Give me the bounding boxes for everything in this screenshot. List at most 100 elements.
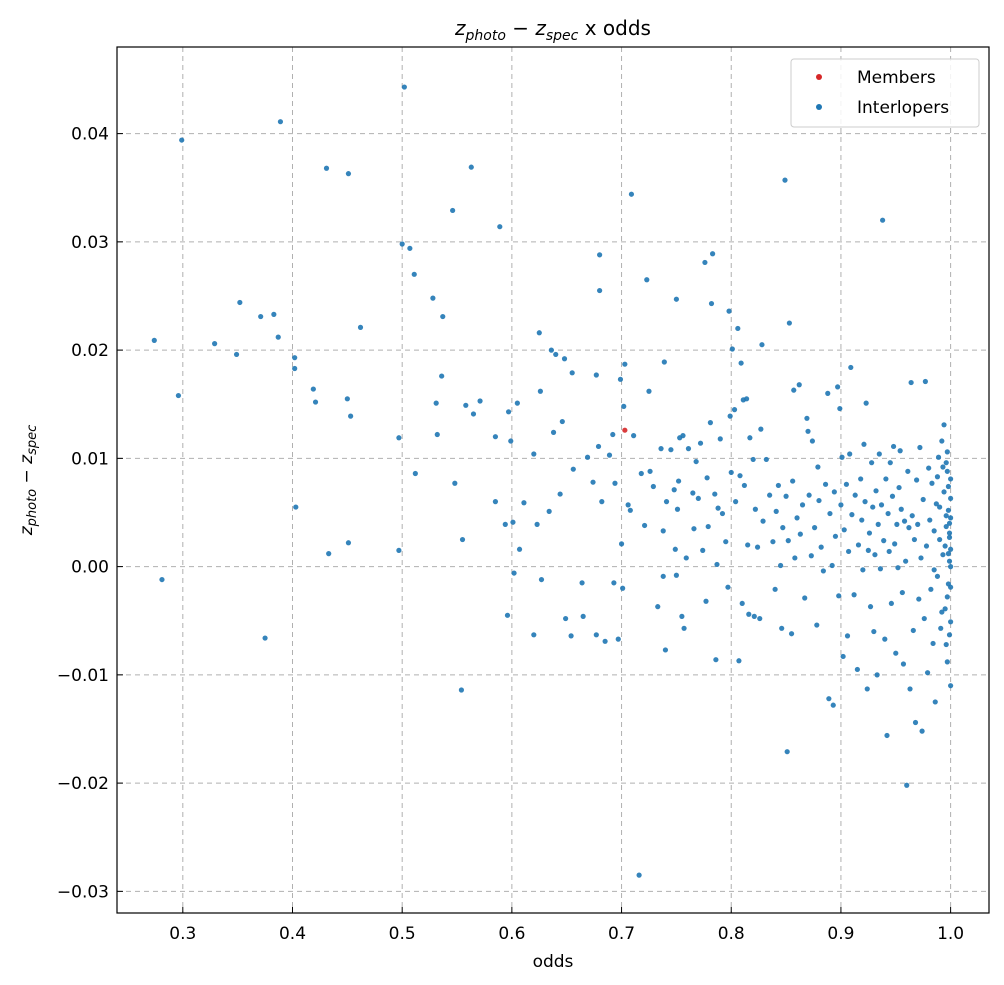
point-interlopers [939, 438, 945, 444]
point-interlopers [708, 300, 715, 307]
point-interlopers [924, 670, 931, 676]
point-interlopers [941, 422, 947, 428]
point-interlopers [875, 521, 881, 527]
point-interlopers [568, 633, 574, 639]
point-interlopers [737, 473, 743, 479]
point-interlopers [872, 552, 878, 558]
point-interlopers [946, 558, 953, 564]
point-interlopers [940, 552, 946, 558]
point-interlopers [731, 407, 738, 413]
point-interlopers [293, 504, 299, 510]
point-interlopers [948, 683, 954, 689]
point-interlopers [763, 456, 769, 463]
point-interlopers [848, 364, 854, 371]
x-tick-label: 0.3 [169, 924, 196, 944]
axis-ticks: 0.3 0.4 0.5 0.6 0.7 0.8 0.9 1.0 −0.03 −0.02 −0.01 0… [57, 125, 964, 944]
point-interlopers [820, 568, 826, 574]
point-interlopers [785, 538, 791, 544]
point-interlopers [159, 576, 165, 583]
point-interlopers [628, 191, 635, 197]
point-interlopers [516, 546, 523, 552]
point-interlopers [826, 696, 832, 702]
point-interlopers [735, 325, 741, 332]
point-interlopers [831, 489, 837, 495]
x-tick-label: 0.5 [389, 924, 416, 944]
point-interlopers [663, 499, 670, 505]
point-interlopers [912, 719, 919, 726]
point-interlopers [714, 561, 720, 568]
point-interlopers [672, 546, 678, 552]
point-interlopers [504, 612, 511, 618]
point-interlopers [867, 604, 874, 610]
point-interlopers [450, 207, 456, 214]
point-interlopers [715, 505, 721, 511]
point-interlopers [258, 313, 264, 320]
point-interlopers [510, 519, 516, 525]
point-interlopers [911, 536, 918, 543]
legend: Members Interlopers [790, 58, 980, 128]
point-interlopers [878, 502, 885, 508]
point-interlopers [612, 480, 618, 486]
point-interlopers [886, 548, 892, 555]
point-interlopers [864, 686, 870, 692]
grid [117, 47, 989, 913]
point-interlopers [736, 658, 742, 664]
point-interlopers [344, 396, 350, 402]
point-interlopers [946, 520, 953, 526]
data-points [151, 84, 954, 878]
point-interlopers [345, 540, 352, 546]
point-interlopers [909, 513, 915, 519]
point-interlopers [837, 405, 843, 412]
point-interlopers [550, 429, 557, 435]
point-interlopers [407, 245, 413, 251]
plot-frame [116, 46, 990, 914]
point-interlopers [799, 502, 806, 508]
point-interlopers [695, 495, 701, 502]
point-interlopers [890, 443, 897, 450]
point-interlopers [357, 324, 364, 330]
point-interlopers [910, 627, 916, 634]
point-interlopers [459, 536, 466, 543]
point-interlopers [838, 502, 844, 508]
point-interlopers [292, 355, 298, 361]
point-interlopers [747, 435, 753, 441]
point-interlopers [323, 165, 330, 171]
x-tick-label: 1.0 [937, 924, 964, 944]
point-interlopers [944, 449, 950, 455]
legend-label-interlopers: Interlopers [857, 98, 949, 118]
point-interlopers [897, 448, 903, 454]
point-interlopers [514, 400, 520, 406]
point-interlopers [615, 636, 621, 642]
point-interlopers [944, 659, 950, 665]
point-interlopers [928, 586, 934, 592]
point-interlopers [434, 431, 440, 438]
point-interlopers [948, 584, 954, 590]
y-tick-label: 0.01 [71, 449, 109, 469]
point-interlopers [631, 433, 637, 439]
point-interlopers [797, 531, 803, 537]
point-interlopers [741, 482, 748, 489]
point-interlopers [816, 497, 822, 504]
point-interlopers [882, 636, 888, 642]
point-interlopers [880, 217, 886, 223]
point-interlopers [704, 475, 710, 481]
point-interlopers [750, 456, 756, 463]
point-interlopers [907, 686, 913, 692]
point-interlopers [606, 452, 613, 458]
point-interlopers [681, 625, 687, 631]
point-interlopers [796, 382, 802, 388]
point-interlopers [942, 543, 948, 549]
point-interlopers [948, 515, 954, 521]
point-interlopers [650, 483, 656, 490]
point-interlopers [851, 592, 857, 598]
point-interlopers [401, 84, 407, 90]
point-interlopers [534, 521, 540, 527]
point-interlopers [610, 431, 616, 438]
point-interlopers [843, 481, 850, 487]
point-interlopers [904, 782, 910, 788]
point-interlopers [869, 460, 875, 466]
point-interlopers [946, 530, 953, 536]
point-interlopers [175, 392, 182, 399]
point-interlopers [822, 481, 829, 487]
